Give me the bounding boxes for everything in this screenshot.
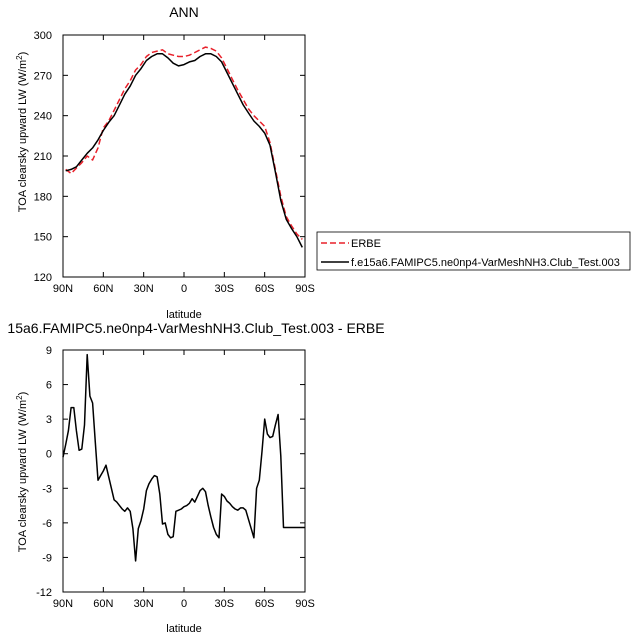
x-tick-label: 90S	[295, 598, 315, 610]
axis-ticks: 90N 60N 30N 0 30S 60S 90S 120 150 180 210 240 270 300	[34, 30, 315, 295]
series-line-1	[62, 353, 305, 562]
legend-label-model: f.e15a6.FAMIPC5.ne0np4-VarMeshNH3.Club_T…	[351, 257, 620, 269]
axis-ticks: 90N 60N 30N 0 30S 60S 90S -12 -9 -6 -3 0 3 6 9	[36, 345, 315, 610]
x-tick-label: 30S	[215, 598, 235, 610]
y-tick-label: 180	[34, 191, 52, 203]
y-tick-label: 150	[34, 232, 52, 244]
series-group	[65, 46, 303, 248]
series-group	[62, 353, 305, 562]
y-tick-label: 210	[34, 151, 52, 163]
y-tick-label: 6	[46, 380, 52, 392]
x-tick-label: 30S	[215, 283, 235, 295]
y-axis-label: TOA clearsky upward LW (W/m2)	[15, 392, 29, 553]
x-tick-label: 90S	[295, 283, 315, 295]
x-tick-label: 60N	[93, 283, 113, 295]
legend-box	[316, 231, 631, 271]
series-line-2	[65, 53, 303, 248]
y-tick-label: -9	[42, 552, 52, 564]
y-tick-label: 270	[34, 70, 52, 82]
y-tick-label: 300	[34, 30, 52, 42]
y-tick-label: -12	[36, 587, 52, 599]
y-tick-label: 3	[46, 414, 52, 426]
x-axis-label: latitude	[166, 309, 201, 321]
x-tick-label: 60S	[255, 598, 275, 610]
y-tick-label: 0	[46, 449, 52, 461]
x-tick-label: 90N	[53, 283, 73, 295]
y-tick-label: 120	[34, 272, 52, 284]
plot-frame	[62, 349, 306, 593]
chart-title: ANN	[169, 4, 199, 20]
series-line-1	[65, 46, 303, 240]
legend: ERBE f.e15a6.FAMIPC5.ne0np4-VarMeshNH3.C…	[316, 231, 631, 271]
x-tick-label: 0	[181, 598, 187, 610]
y-tick-label: -3	[42, 483, 52, 495]
x-tick-label: 30N	[134, 283, 154, 295]
difference-chart-title: 15a6.FAMIPC5.ne0np4-VarMeshNH3.Club_Test…	[7, 320, 384, 336]
x-axis-label: latitude	[166, 623, 201, 635]
legend-label-erbe: ERBE	[351, 238, 381, 250]
y-tick-label: -6	[42, 518, 52, 530]
y-tick-label: 9	[46, 345, 52, 357]
chart-panel-top: ANN TOA clearsky upward LW (W/m2) latitu…	[15, 4, 315, 321]
x-tick-label: 60N	[93, 598, 113, 610]
x-tick-label: 60S	[255, 283, 275, 295]
x-tick-label: 30N	[134, 598, 154, 610]
plot-frame	[62, 34, 306, 278]
y-axis-label: TOA clearsky upward LW (W/m2)	[15, 52, 29, 213]
y-tick-label: 240	[34, 111, 52, 123]
x-tick-label: 0	[181, 283, 187, 295]
x-tick-label: 90N	[53, 598, 73, 610]
chart-panel-bottom: 15a6.FAMIPC5.ne0np4-VarMeshNH3.Club_Test…	[7, 320, 384, 635]
